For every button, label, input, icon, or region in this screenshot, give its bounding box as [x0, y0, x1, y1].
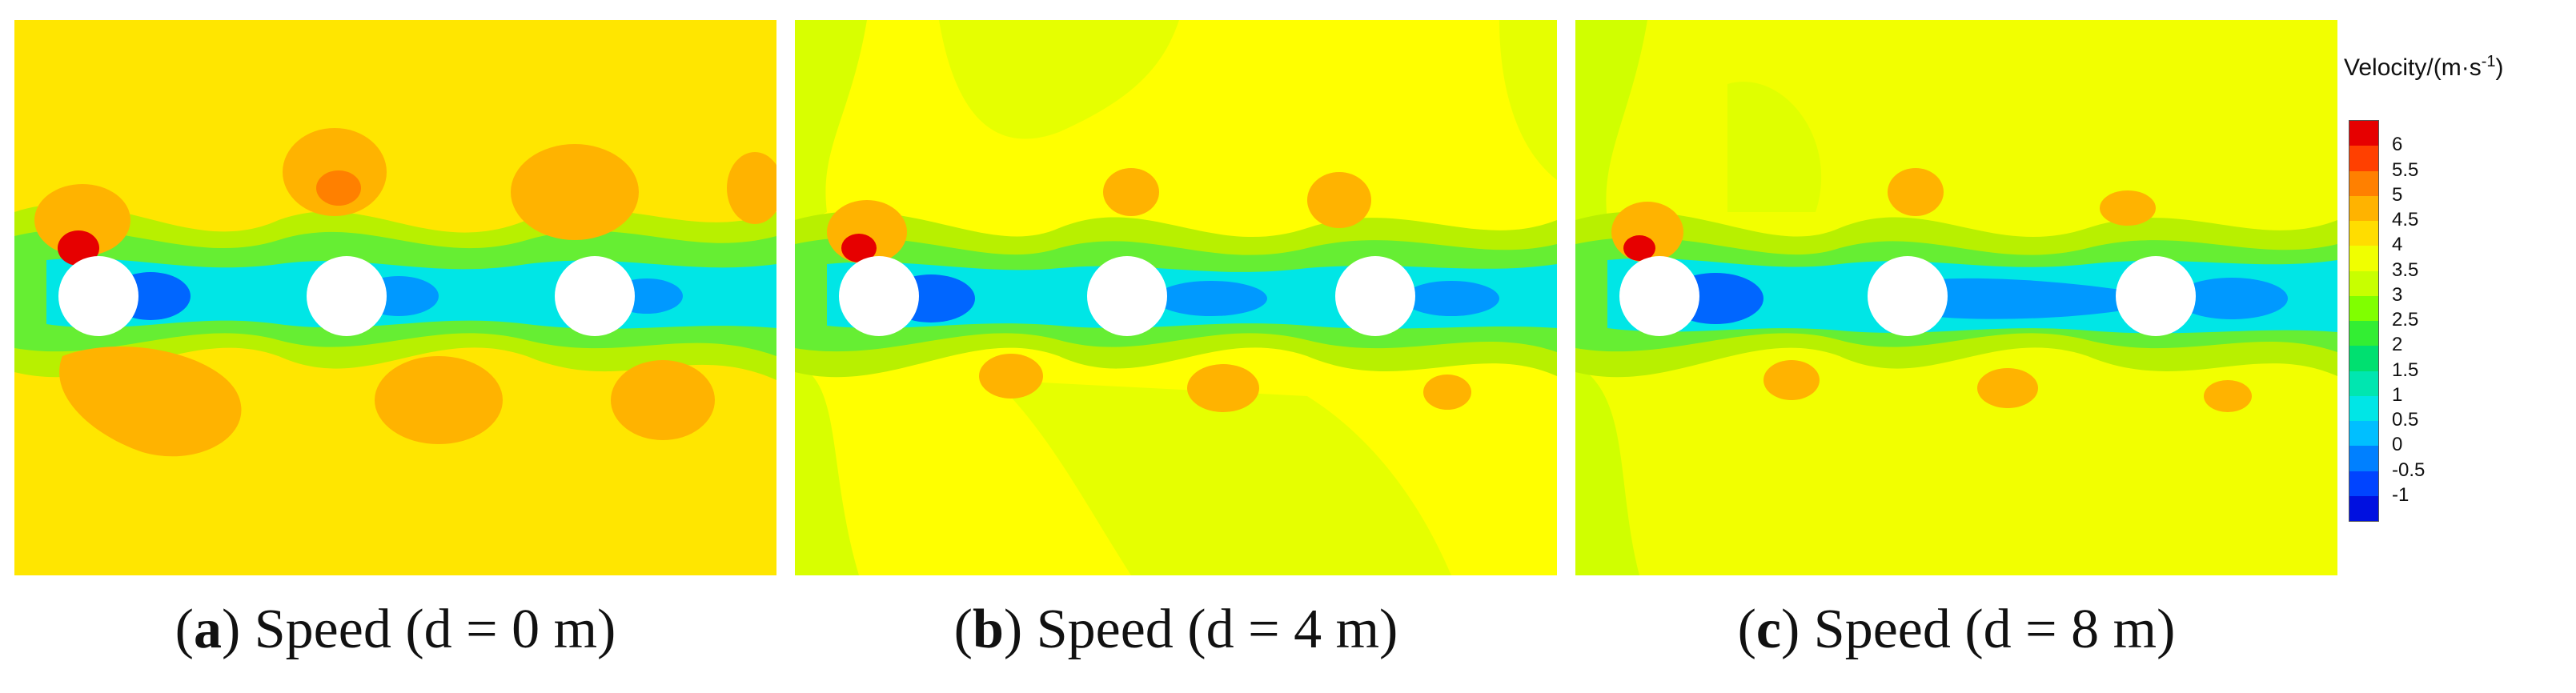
orange-blob-2 — [1888, 168, 1944, 216]
legend-swatch — [2349, 121, 2378, 146]
legend-swatch — [2349, 221, 2378, 246]
orange-blob-2-core — [316, 170, 361, 206]
legend-title-text: Velocity/(m·s — [2344, 54, 2482, 81]
velocity-contour-plot-a — [14, 20, 776, 575]
legend-title: Velocity/(m·s-1) — [2344, 53, 2504, 82]
orange-blob-5 — [1977, 368, 2038, 408]
legend-swatch — [2349, 346, 2378, 371]
velocity-contour-plot-b — [795, 20, 1557, 575]
velocity-contour-plot-c — [1575, 20, 2337, 575]
legend-labels: 6 5.5 5 4.5 4 3.5 3 2.5 2 1.5 1 0.5 0 -0.5 -1 — [2392, 120, 2488, 520]
cylinder-2 — [1087, 256, 1167, 336]
cylinder-2 — [307, 256, 387, 336]
red-spot-1 — [58, 230, 99, 266]
cylinder-2 — [1868, 256, 1948, 336]
blue-spot-2 — [1155, 281, 1267, 316]
caption-letter: b — [972, 599, 1004, 660]
blue-spot-3 — [1403, 281, 1499, 316]
orange-blob-1 — [34, 184, 130, 256]
green-left-lower — [795, 364, 859, 575]
legend-swatch — [2349, 295, 2378, 321]
legend-label: 6 — [2392, 134, 2403, 156]
legend-title-suffix: ) — [2495, 54, 2504, 81]
legend-label: 2.5 — [2392, 309, 2419, 330]
legend-label: -0.5 — [2392, 459, 2426, 481]
orange-blob-2 — [1103, 168, 1159, 216]
orange-blob-3 — [511, 144, 639, 240]
legend-swatch — [2349, 446, 2378, 471]
legend-label: 5.5 — [2392, 158, 2419, 181]
legend-label: 5 — [2392, 183, 2403, 206]
caption-b: (b) Speed (d = 4 m) — [953, 599, 1398, 660]
legend-label: -1 — [2392, 483, 2409, 506]
orange-blob-3 — [2100, 190, 2156, 226]
legend-swatch — [2349, 195, 2378, 221]
cylinder-1 — [1619, 256, 1699, 336]
legend-swatch — [2349, 395, 2378, 421]
blue-spot-3 — [2176, 278, 2288, 319]
caption-text: Speed (d = 0 m) — [254, 599, 616, 660]
legend-swatch — [2349, 170, 2378, 196]
orange-blob-5 — [59, 346, 242, 457]
orange-blob-6 — [375, 356, 503, 444]
legend-swatch — [2349, 495, 2378, 521]
cylinder-3 — [2116, 256, 2196, 336]
green-left-region — [795, 20, 867, 228]
caption-text: Speed (d = 4 m) — [1036, 599, 1398, 660]
blue-band-mid — [1928, 278, 2136, 319]
green-upper-right — [1499, 20, 1557, 180]
legend-swatch — [2349, 146, 2378, 171]
legend-swatch — [2349, 246, 2378, 271]
orange-blob-7 — [611, 360, 715, 440]
green-mid-column — [1727, 82, 1822, 213]
legend-color-bar — [2349, 120, 2379, 522]
legend-label: 4.5 — [2392, 209, 2419, 230]
legend-label: 3.5 — [2392, 258, 2419, 281]
legend-label: 0.5 — [2392, 409, 2419, 431]
caption-text: Speed (d = 8 m) — [1813, 599, 2176, 660]
legend-label: 3 — [2392, 283, 2403, 306]
green-upper-mid — [939, 20, 1179, 139]
red-spot-1 — [841, 234, 877, 262]
orange-blob-5 — [1187, 364, 1259, 412]
legend-swatch — [2349, 371, 2378, 396]
caption-a: (a) Speed (d = 0 m) — [175, 599, 616, 660]
legend-label: 1.5 — [2392, 359, 2419, 381]
contour-panel-c — [1575, 20, 2337, 575]
green-lower-mid — [995, 380, 1451, 575]
legend-swatch — [2349, 421, 2378, 447]
cylinder-3 — [555, 256, 635, 336]
legend-swatch — [2349, 471, 2378, 496]
caption-c: (c) Speed (d = 8 m) — [1737, 599, 2176, 660]
cylinder-1 — [58, 256, 138, 336]
legend-label: 4 — [2392, 234, 2403, 256]
legend-label: 0 — [2392, 434, 2403, 456]
legend-swatch — [2349, 270, 2378, 296]
cylinder-1 — [839, 256, 919, 336]
orange-blob-6 — [1423, 375, 1471, 410]
legend-label: 1 — [2392, 383, 2403, 406]
contour-panel-b — [795, 20, 1557, 575]
legend-label: 2 — [2392, 334, 2403, 356]
legend-title-exponent: -1 — [2481, 53, 2496, 70]
cylinder-3 — [1335, 256, 1415, 336]
orange-blob-4 — [1763, 360, 1820, 400]
contour-panel-a — [14, 20, 776, 575]
caption-letter: a — [193, 599, 222, 660]
red-spot-1 — [1623, 235, 1655, 261]
legend-swatch — [2349, 321, 2378, 346]
caption-letter: c — [1755, 599, 1781, 660]
green-left-region — [1575, 20, 1647, 228]
orange-blob-6 — [2204, 380, 2252, 412]
orange-blob-4 — [979, 354, 1043, 399]
orange-blob-4 — [727, 152, 776, 224]
green-left-lower — [1575, 364, 1639, 575]
orange-blob-3 — [1307, 172, 1371, 228]
velocity-legend: Velocity/(m·s-1) 6 5.5 5 4.5 4 3.5 3 2.5 2 1.5 1 0.… — [2344, 48, 2576, 544]
